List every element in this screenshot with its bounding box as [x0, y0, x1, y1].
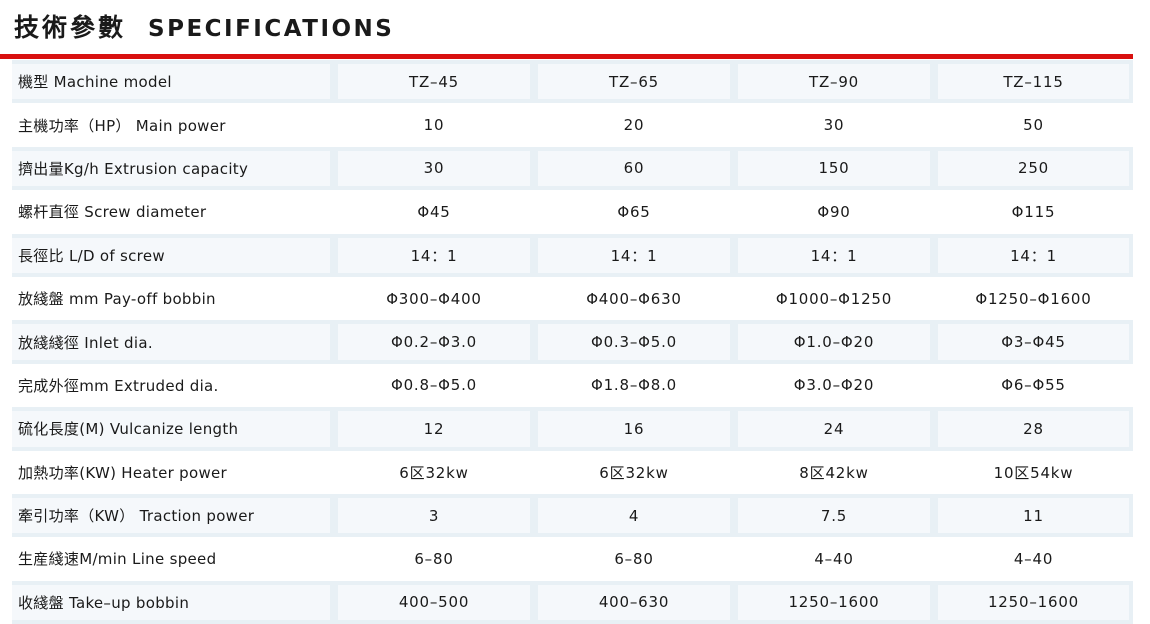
row-label: 加熱功率(KW) Heater power: [18, 463, 228, 482]
cell-value: Φ300–Φ400: [386, 289, 482, 308]
row-label: 放綫綫徑 Inlet dia.: [12, 324, 330, 360]
table-row: 生産綫速M/min Line speed 6–80 6–80 4–40 4–40: [12, 537, 1133, 580]
cell-value: 14：1: [938, 237, 1129, 273]
table-row: 放綫綫徑 Inlet dia. Φ0.2–Φ3.0 Φ0.3–Φ5.0 Φ1.0…: [12, 320, 1133, 364]
cell-value: 250: [938, 150, 1129, 187]
table-row: 收綫盤 Take–up bobbin 400–500 400–630 1250–…: [12, 580, 1133, 624]
cell-value: TZ–65: [538, 64, 730, 100]
cell-value: Φ115: [1011, 202, 1056, 221]
table-row: 主機功率（HP） Main power 10 20 30 50: [12, 103, 1133, 146]
cell-value: 16: [538, 411, 730, 447]
row-label: 放綫盤 mm Pay-off bobbin: [18, 290, 216, 309]
cell-value: 6–80: [614, 549, 654, 568]
row-label: 擠出量Kg/h Extrusion capacity: [12, 150, 330, 187]
cell-value: TZ–115: [938, 64, 1129, 100]
row-label: 機型 Machine model: [12, 64, 330, 100]
title-underline-rule: [0, 54, 1133, 59]
table-row: 加熱功率(KW) Heater power 6区32kw 6区32kw 8区42…: [12, 451, 1133, 494]
cell-value: Φ1.8–Φ8.0: [590, 376, 678, 395]
cell-value: 1250–1600: [738, 584, 930, 621]
cell-value: Φ90: [817, 202, 851, 221]
table-row: 硫化長度(M) Vulcanize length 12 16 24 28: [12, 407, 1133, 451]
cell-value: TZ–90: [738, 64, 930, 100]
row-label: 收綫盤 Take–up bobbin: [12, 584, 330, 621]
cell-value: 30: [338, 150, 530, 187]
cell-value: 4: [538, 497, 730, 534]
page-title: 技術參數 SPECIFICATIONS: [14, 8, 394, 44]
cell-value: Φ45: [417, 202, 451, 221]
page-title-chinese: 技術參數: [14, 13, 127, 42]
cell-value: 3: [338, 497, 530, 534]
cell-value: Φ0.8–Φ5.0: [390, 376, 478, 395]
cell-value: 24: [738, 411, 930, 447]
table-row: 牽引功率（KW） Traction power 3 4 7.5 11: [12, 493, 1133, 538]
cell-value: 6区32kw: [599, 463, 669, 482]
row-label: 主機功率（HP） Main power: [18, 116, 226, 135]
cell-value: 7.5: [738, 497, 930, 534]
table-row: 完成外徑mm Extruded dia. Φ0.8–Φ5.0 Φ1.8–Φ8.0…: [12, 364, 1133, 407]
cell-value: 8区42kw: [799, 463, 869, 482]
cell-value: 10: [423, 116, 445, 135]
table-row: 機型 Machine model TZ–45 TZ–65 TZ–90 TZ–11…: [12, 60, 1133, 104]
cell-value: Φ3–Φ45: [938, 324, 1129, 360]
table-row: 長徑比 L/D of screw 14：1 14：1 14：1 14：1: [12, 233, 1133, 277]
cell-value: 150: [738, 150, 930, 187]
cell-value: 20: [623, 116, 645, 135]
cell-value: 14：1: [538, 237, 730, 273]
cell-value: 400–630: [538, 584, 730, 621]
cell-value: Φ6–Φ55: [1001, 376, 1066, 395]
cell-value: Φ0.3–Φ5.0: [538, 324, 730, 360]
cell-value: 60: [538, 150, 730, 187]
cell-value: 400–500: [338, 584, 530, 621]
cell-value: Φ3.0–Φ20: [793, 376, 875, 395]
cell-value: Φ0.2–Φ3.0: [338, 324, 530, 360]
cell-value: 50: [1023, 116, 1044, 135]
cell-value: Φ65: [617, 202, 651, 221]
cell-value: Φ1.0–Φ20: [738, 324, 930, 360]
cell-value: 11: [938, 497, 1129, 534]
cell-value: 6–80: [414, 549, 454, 568]
cell-value: 28: [938, 411, 1129, 447]
row-label: 硫化長度(M) Vulcanize length: [12, 411, 330, 447]
table-row: 放綫盤 mm Pay-off bobbin Φ300–Φ400 Φ400–Φ63…: [12, 277, 1133, 320]
cell-value: 4–40: [1013, 549, 1054, 568]
cell-value: Φ400–Φ630: [586, 289, 682, 308]
page-title-english: SPECIFICATIONS: [148, 16, 395, 42]
cell-value: 12: [338, 411, 530, 447]
row-label: 長徑比 L/D of screw: [12, 237, 330, 273]
cell-value: Φ1000–Φ1250: [775, 289, 893, 308]
row-label: 完成外徑mm Extruded dia.: [18, 376, 219, 395]
specifications-table: 機型 Machine model TZ–45 TZ–65 TZ–90 TZ–11…: [12, 60, 1133, 624]
cell-value: TZ–45: [338, 64, 530, 100]
row-label: 生産綫速M/min Line speed: [18, 550, 217, 569]
table-row: 擠出量Kg/h Extrusion capacity 30 60 150 250: [12, 146, 1133, 191]
table-row: 螺杆直徑 Screw diameter Φ45 Φ65 Φ90 Φ115: [12, 190, 1133, 233]
cell-value: 4–40: [814, 549, 854, 568]
cell-value: 1250–1600: [938, 584, 1129, 621]
cell-value: 30: [823, 116, 845, 135]
cell-value: 6区32kw: [399, 463, 469, 482]
row-label: 牽引功率（KW） Traction power: [12, 497, 330, 534]
cell-value: 14：1: [338, 237, 530, 273]
row-label: 螺杆直徑 Screw diameter: [18, 203, 207, 222]
cell-value: Φ1250–Φ1600: [975, 289, 1092, 308]
cell-value: 14：1: [738, 237, 930, 273]
cell-value: 10区54kw: [993, 463, 1074, 482]
